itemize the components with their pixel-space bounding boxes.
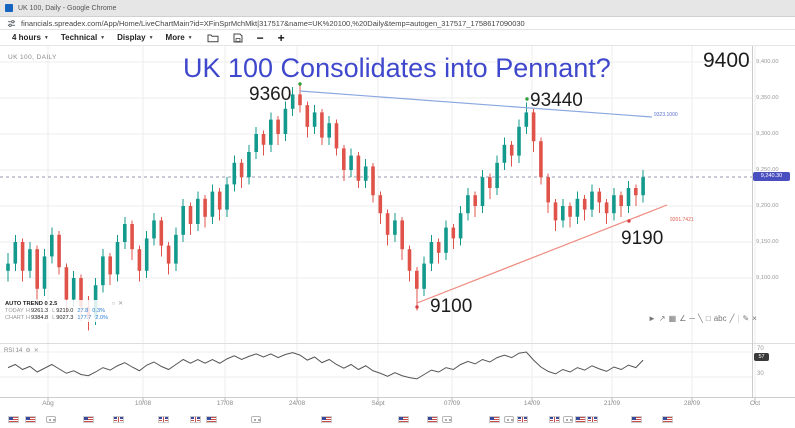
us-flag-icon[interactable] [206, 416, 217, 423]
date-axis-label: Sept [371, 400, 385, 407]
price-axis-label: 9,200.00 [756, 203, 779, 209]
browser-address-bar[interactable]: financials.spreadex.com/App/Home/LiveCha… [0, 17, 795, 30]
us-flag-icon[interactable] [398, 416, 409, 423]
us-flag-icon[interactable] [8, 416, 19, 423]
date-axis-label: 24/08 [288, 400, 306, 407]
date-axis-label: Aug [42, 400, 54, 407]
uk-flag-icon[interactable] [549, 416, 560, 423]
refresh-icon[interactable]: ○ [111, 301, 116, 307]
draw-tool-icon-2[interactable]: ▦ [668, 314, 677, 323]
page-url: financials.spreadex.com/App/Home/LiveCha… [21, 18, 525, 28]
price-axis-label: 9,350.00 [756, 95, 779, 101]
calendar-icon[interactable] [563, 416, 573, 423]
calendar-icon[interactable] [46, 416, 56, 423]
trendline-upper[interactable] [299, 90, 653, 118]
us-flag-icon[interactable] [83, 416, 94, 423]
technical-menu[interactable]: Technical ▼ [60, 33, 106, 42]
zoom-out-button[interactable]: − [256, 30, 264, 45]
rsi-upper-band-label: 70 [757, 346, 764, 352]
uk-flag-icon[interactable] [517, 416, 528, 423]
uk-flag-icon[interactable] [190, 416, 201, 423]
toolbar-divider: | [737, 314, 740, 323]
chevron-down-icon: ▼ [43, 34, 49, 41]
us-flag-icon[interactable] [575, 416, 586, 423]
us-flag-icon[interactable] [489, 416, 500, 423]
draw-tool-icon-6[interactable]: □ [705, 314, 711, 323]
draw-tool-icon-10[interactable]: ✎ [742, 314, 750, 323]
uk-flag-icon[interactable] [113, 416, 124, 423]
price-axis-label: 9,250.00 [756, 167, 779, 173]
price-axis-label: 9,400.00 [756, 59, 779, 65]
us-flag-icon[interactable] [321, 416, 332, 423]
close-icon[interactable]: ✕ [33, 348, 39, 354]
us-flag-icon[interactable] [25, 416, 36, 423]
timeframe-menu[interactable]: 4 hours ▼ [12, 33, 49, 42]
us-flag-icon[interactable] [662, 416, 673, 423]
rsi-current-value-tag: 57 [754, 353, 769, 361]
tune-icon [7, 19, 16, 28]
annotation-9190: 9190 [621, 228, 664, 249]
upper-trendline-price-label: 9323.1000 [654, 112, 678, 118]
annotation-93440: 93440 [530, 90, 583, 111]
uk-flag-icon[interactable] [158, 416, 169, 423]
date-axis-label: 14/09 [523, 400, 541, 407]
draw-tool-icon-0[interactable]: ► [648, 314, 656, 323]
chevron-down-icon: ▼ [148, 34, 154, 41]
draw-tool-icon-5[interactable]: ╲ [698, 314, 703, 323]
display-menu[interactable]: Display ▼ [117, 33, 154, 42]
more-menu[interactable]: More ▼ [165, 33, 193, 42]
price-axis-label: 9,100.00 [756, 275, 779, 281]
draw-tool-icon-1[interactable]: ↗ [658, 314, 666, 323]
chart-symbol-label: UK 100, DAILY [8, 54, 57, 61]
uk-flag-icon[interactable] [587, 416, 598, 423]
auto-trend-panel: AUTO TREND 0 2.5 ○ ✕ TODAY H 9261.3 L 92… [3, 300, 125, 322]
drawing-toolbar: ► ↗ ▦ ∠ ─ ╲ □ abc ╱ | ✎ × [648, 314, 757, 323]
auto-trend-row-chart: CHART H 9384.8 L 9027.3 177.7 2.0% [5, 315, 109, 321]
rsi-lower-band-label: 30 [757, 371, 764, 377]
close-icon[interactable]: ✕ [118, 301, 123, 307]
rsi-label: RSI 14 [4, 347, 23, 354]
lower-trendline-price-label: 9201.7421 [670, 217, 694, 223]
annotation-9400: 9400 [703, 49, 750, 72]
price-axis-label: 9,300.00 [756, 131, 779, 137]
date-axis-label: 10/08 [134, 400, 152, 407]
chevron-down-icon: ▼ [187, 34, 193, 41]
rsi-line [7, 351, 644, 380]
chevron-down-icon: ▼ [100, 34, 106, 41]
window-titlebar[interactable]: UK 100, Daily - Google Chrome [0, 0, 795, 17]
calendar-icon[interactable] [504, 416, 514, 423]
close-icon[interactable]: × [752, 314, 757, 323]
zoom-in-button[interactable]: + [277, 30, 285, 45]
rsi-panel-header: RSI 14 ⚙ ✕ [4, 347, 39, 355]
open-chart-button[interactable] [207, 33, 219, 43]
current-price-tag: 9,240.30 [753, 172, 790, 181]
calendar-icon[interactable] [442, 416, 452, 423]
annotation-9100: 9100 [430, 296, 473, 317]
draw-tool-icon-4[interactable]: ─ [689, 314, 696, 323]
gear-icon[interactable]: ⚙ [25, 348, 31, 354]
date-axis-label: 17/08 [216, 400, 234, 407]
window-title: UK 100, Daily - Google Chrome [18, 4, 117, 12]
draw-tool-icon-8[interactable]: ╱ [729, 314, 735, 323]
calendar-icon[interactable] [251, 416, 261, 423]
trendline-lower[interactable] [416, 204, 668, 304]
chart-toolbar: 4 hours ▼ Technical ▼ Display ▼ More ▼ −… [0, 30, 795, 46]
chart-annotation-title: UK 100 Consolidates into Pennant? [183, 53, 611, 83]
auto-trend-row-today: TODAY H 9261.3 L 9219.0 27.8 0.3% [5, 308, 106, 314]
site-favicon-icon [5, 4, 13, 12]
save-chart-button[interactable] [233, 33, 243, 43]
us-flag-icon[interactable] [427, 416, 438, 423]
auto-trend-title: AUTO TREND 0 2.5 [5, 301, 58, 307]
draw-tool-icon-3[interactable]: ∠ [679, 314, 687, 323]
date-axis-label: 21/09 [603, 400, 621, 407]
us-flag-icon[interactable] [631, 416, 642, 423]
draw-tool-icon-7[interactable]: abc [713, 314, 727, 323]
annotation-9360: 9360 [249, 84, 292, 105]
date-axis-label: 07/09 [443, 400, 461, 407]
date-axis-label: 28/09 [683, 400, 701, 407]
date-axis-label: Oct [749, 400, 761, 407]
price-axis-label: 9,150.00 [756, 239, 779, 245]
